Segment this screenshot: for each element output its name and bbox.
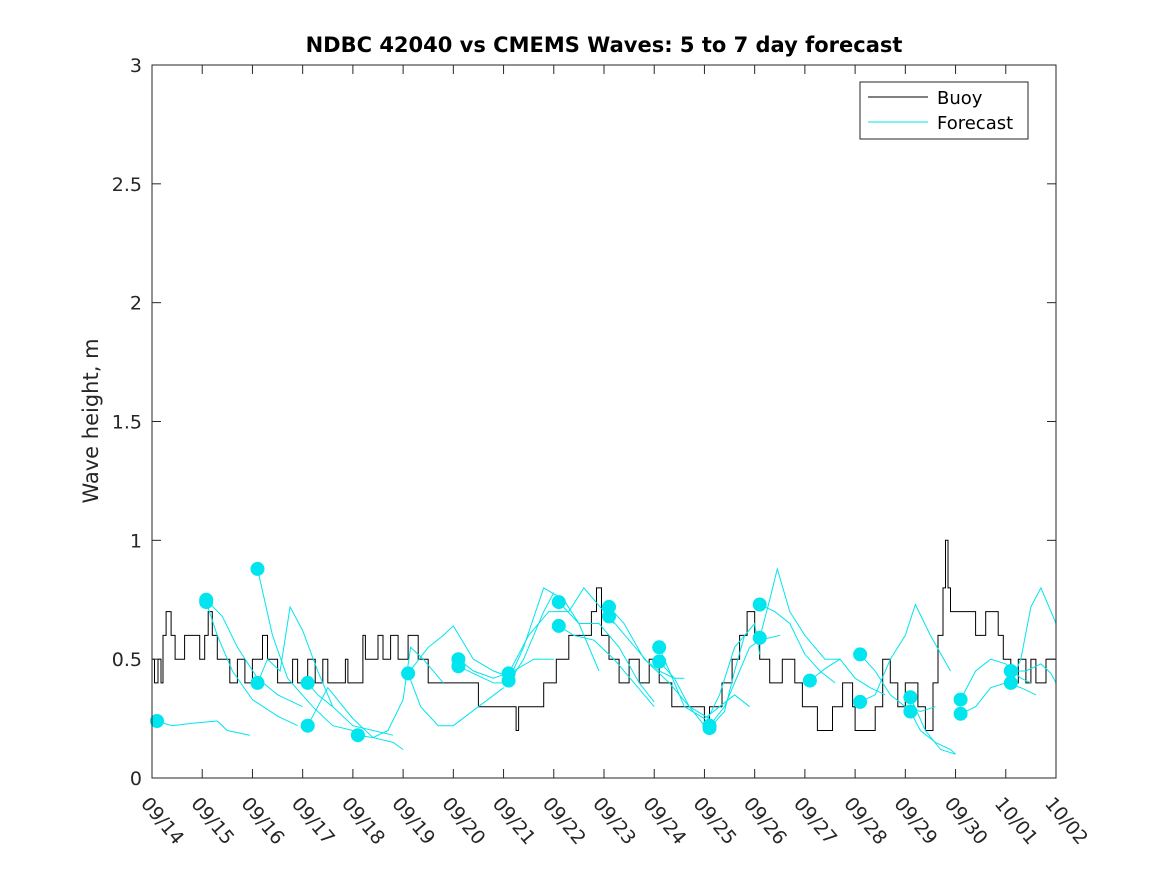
y-tick-label-6: 3	[130, 55, 142, 77]
y-tick-label-4: 2	[130, 293, 142, 315]
legend-label-forecast: Forecast	[937, 113, 1013, 134]
forecast-series-line-13	[508, 587, 600, 681]
forecast-marker-3	[199, 592, 214, 607]
forecast-marker-13	[501, 666, 516, 681]
forecast-series-line-8	[357, 646, 444, 739]
forecast-marker-29	[953, 692, 968, 707]
forecast-series-line-33	[1010, 663, 1057, 684]
forecast-series-line-24	[759, 604, 836, 684]
y-axis-label: Wave height, m	[79, 338, 103, 503]
forecast-marker-6	[300, 675, 315, 690]
y-tick-label-5: 2.5	[112, 174, 142, 196]
forecast-series-line-21	[709, 622, 761, 729]
forecast-marker-14	[551, 595, 566, 610]
forecast-marker-5	[250, 675, 265, 690]
y-tick-label-0: 0	[130, 768, 142, 790]
forecast-series-line-4	[257, 568, 354, 731]
forecast-series-line-16	[558, 625, 655, 708]
legend-label-buoy: Buoy	[937, 88, 983, 109]
forecast-marker-4	[250, 561, 265, 576]
forecast-series-line-2	[205, 601, 298, 727]
forecast-series-line-18	[608, 616, 710, 720]
forecast-marker-9	[401, 666, 416, 681]
forecast-marker-8	[350, 728, 365, 743]
forecast-series-line-6	[307, 682, 394, 736]
y-tick-label-2: 1	[130, 530, 142, 552]
forecast-marker-24	[802, 673, 817, 688]
forecast-marker-23	[752, 630, 767, 645]
plot-area	[152, 65, 1056, 778]
forecast-marker-15	[551, 618, 566, 633]
forecast-marker-26	[853, 694, 868, 709]
forecast-marker-19	[652, 654, 667, 669]
forecast-marker-18	[652, 640, 667, 655]
legend: Buoy Forecast	[859, 81, 1029, 140]
forecast-series-line-25	[809, 658, 886, 696]
forecast-series-line-20	[658, 647, 750, 720]
buoy-series-line	[152, 539, 1056, 731]
forecast-marker-28	[903, 704, 918, 719]
forecast-marker-31	[1003, 664, 1018, 678]
forecast-marker-7	[300, 718, 315, 733]
forecast-marker-11	[451, 659, 466, 674]
forecast-series-line-1	[155, 720, 251, 736]
forecast-series-line-27	[859, 603, 951, 703]
forecast-series-line-29	[909, 711, 956, 755]
plot-content	[150, 539, 1057, 755]
forecast-series-line-7	[307, 686, 404, 750]
forecast-series-line-3	[205, 599, 303, 708]
forecast-series-line-26	[859, 654, 936, 713]
forecast-series-line-9	[407, 673, 504, 727]
legend-box	[859, 81, 1029, 140]
forecast-marker-22	[752, 597, 767, 612]
y-tick-label-3: 1.5	[112, 412, 142, 434]
forecast-marker-25	[853, 647, 868, 662]
forecast-series-line-30	[960, 658, 1032, 700]
forecast-series-line-23	[759, 566, 840, 660]
forecast-series-line-15	[558, 601, 655, 703]
forecast-series-line-5	[257, 605, 334, 707]
forecast-series-line-32	[1010, 586, 1057, 684]
chart-title: NDBC 42040 vs CMEMS Waves: 5 to 7 day fo…	[306, 33, 903, 57]
forecast-marker-32	[1003, 675, 1018, 690]
forecast-marker-21	[702, 718, 717, 733]
forecast-marker-30	[953, 706, 968, 721]
forecast-marker-17	[602, 609, 616, 624]
forecast-series-line-17	[608, 606, 685, 679]
forecast-series-line-10	[407, 625, 514, 679]
forecast-marker-1	[150, 714, 164, 728]
forecast-marker-27	[903, 690, 918, 705]
y-tick-label-1: 0.5	[112, 649, 142, 671]
forecast-series-line-31	[960, 682, 1037, 715]
